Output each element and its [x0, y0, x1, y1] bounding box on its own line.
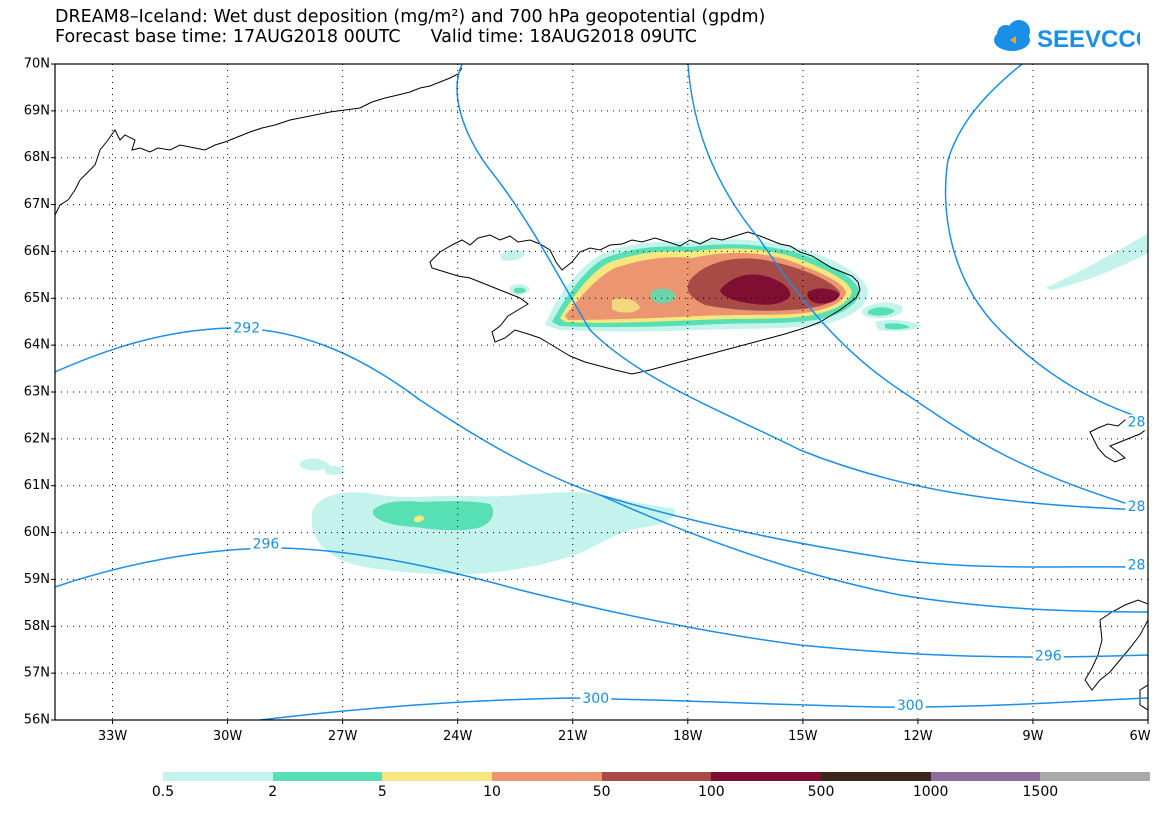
legend-swatch: [821, 772, 931, 781]
deposition-south-green: [373, 501, 494, 531]
contour-label: 28: [1128, 499, 1146, 515]
contour-288-west: [456, 64, 1148, 511]
lat-lon-grid: [55, 64, 1148, 720]
contour-288-mid: [687, 64, 1148, 511]
contour-label-bg: [1032, 648, 1064, 665]
contour-288-east: [944, 64, 1148, 421]
color-legend: [163, 772, 1151, 781]
legend-swatch: [1040, 772, 1151, 781]
lat-label: 56N: [24, 713, 50, 728]
contour-292: [55, 327, 1148, 568]
lon-label: 9W: [1022, 729, 1043, 744]
lon-label: 21W: [558, 729, 588, 744]
legend-swatch: [382, 772, 493, 781]
contour-label-bg: [1125, 498, 1148, 515]
lat-label: 63N: [24, 385, 50, 400]
cloud-icon: [994, 20, 1030, 51]
contour-label-bg: [250, 536, 282, 553]
lat-label: 67N: [24, 197, 50, 212]
contour-label: 300: [897, 698, 924, 714]
scotland-coast: [1084, 599, 1148, 691]
dust-deposition-shading: [300, 233, 1148, 575]
legend-label: 1000: [912, 784, 949, 800]
legend-swatch: [601, 772, 712, 781]
geopotential-contours: [55, 64, 1148, 720]
contour-label: 28: [1128, 557, 1146, 573]
legend-swatch: [930, 772, 1041, 781]
time-info: Forecast base time: 17AUG2018 00UTC Valid…: [55, 27, 697, 47]
lon-label: 6W: [1129, 729, 1150, 744]
logo-wordmark: SEEVCCC: [1037, 26, 1140, 53]
contour-label: 296: [1035, 649, 1062, 665]
contour-label-bg: [231, 320, 263, 337]
lat-label: 57N: [24, 666, 50, 681]
contour-29x-east: [599, 494, 1148, 613]
lat-label: 66N: [24, 244, 50, 259]
lat-label: 61N: [24, 478, 50, 493]
lon-label: 33W: [98, 729, 128, 744]
lat-label: 60N: [24, 525, 50, 540]
lat-label: 70N: [24, 57, 50, 72]
legend-label: 500: [807, 784, 835, 800]
seevccc-logo: SEEVCCC: [994, 20, 1140, 53]
base-time: Forecast base time: 17AUG2018 00UTC: [55, 27, 401, 47]
legend-label: 1500: [1022, 784, 1059, 800]
legend-swatch: [711, 772, 822, 781]
latitude-labels: 70N 69N 68N 67N 66N 65N 64N 63N 62N 61N 60N 59N 58N 5…: [24, 57, 55, 728]
deposition-iceland-max: [720, 274, 791, 305]
contour-label: 300: [582, 691, 609, 707]
legend-label: 5: [377, 784, 387, 800]
longitude-labels: 33W 30W 27W 24W 21W 18W 15W 12W 9W 6W: [98, 720, 1151, 744]
lat-label: 58N: [24, 619, 50, 634]
contour-label: 292: [233, 321, 260, 337]
iceland-coast: [429, 231, 861, 375]
legend-swatch: [272, 772, 383, 781]
contour-label-bg: [1125, 414, 1148, 431]
lat-label: 62N: [24, 431, 50, 446]
lat-label: 59N: [24, 572, 50, 587]
map-title: DREAM8–Iceland: Wet dust deposition (mg/…: [55, 7, 766, 27]
contour-label-bg: [580, 690, 612, 707]
contour-296: [55, 547, 1148, 658]
lat-label: 69N: [24, 103, 50, 118]
lat-label: 64N: [24, 338, 50, 353]
contour-label: 296: [253, 536, 280, 552]
deposition-east-streak: [1045, 233, 1148, 290]
contour-label-bg: [1125, 557, 1148, 574]
legend-swatch: [163, 772, 273, 781]
lat-label: 65N: [24, 291, 50, 306]
lon-label: 18W: [673, 729, 703, 744]
lon-label: 12W: [903, 729, 933, 744]
contour-300: [259, 697, 1148, 720]
lon-label: 27W: [328, 729, 358, 744]
faroe-coast: [1089, 419, 1148, 463]
lon-label: 24W: [443, 729, 473, 744]
coastlines: [55, 67, 1148, 711]
valid-time: Valid time: 18AUG2018 09UTC: [430, 27, 697, 47]
lat-label: 68N: [24, 150, 50, 165]
legend-label: 10: [483, 784, 501, 800]
legend-label: 50: [592, 784, 611, 800]
legend-label: 100: [697, 784, 725, 800]
contour-labels: 292 296 300 300 296 28 28 28: [231, 320, 1148, 714]
contour-label: 28: [1128, 414, 1146, 430]
legend-label: 2: [268, 784, 278, 800]
legend-label: 0.5: [151, 784, 175, 800]
contour-label-bg: [894, 697, 926, 714]
lon-label: 30W: [213, 729, 243, 744]
legend-swatch: [492, 772, 602, 781]
greenland-coast: [55, 67, 463, 216]
lon-label: 15W: [788, 729, 818, 744]
